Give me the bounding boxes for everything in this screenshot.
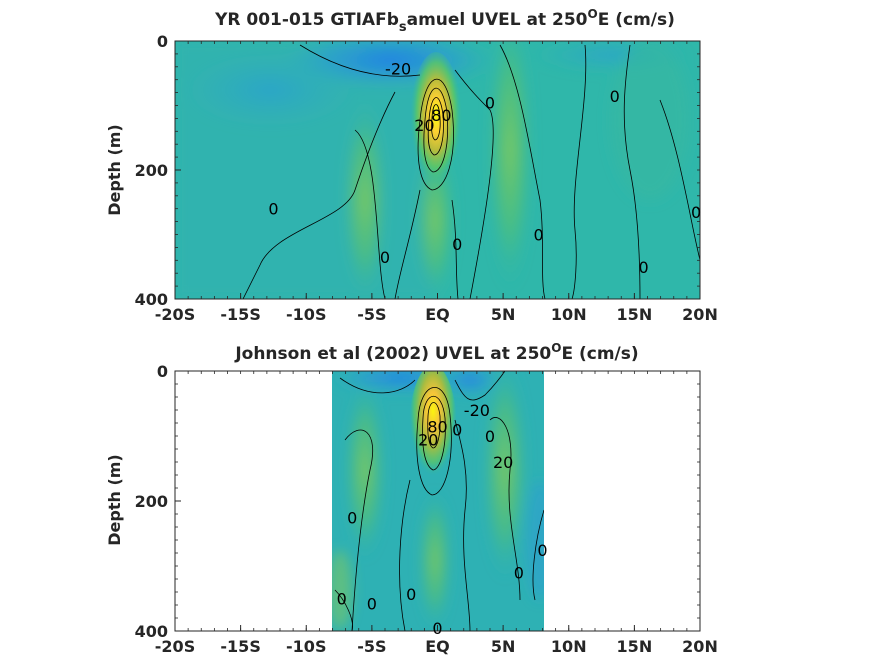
y-tick-label: 0 — [157, 362, 168, 381]
x-tick-label: 15N — [617, 637, 653, 656]
contour-label: 0 — [691, 203, 701, 222]
y-tick-label: 400 — [135, 622, 168, 641]
panel-bottom-title: Johnson et al (2002) UVEL at 250OE (cm/s… — [234, 341, 638, 364]
panel-bottom-ylabel: Depth (m) — [105, 454, 124, 546]
contour-label: 0 — [514, 564, 524, 583]
contour-label: 0 — [406, 585, 416, 604]
contour-label: 80 — [431, 106, 451, 125]
y-tick-label: 400 — [135, 290, 168, 309]
contour-label: 0 — [537, 541, 547, 560]
contour-label: -20 — [464, 401, 490, 420]
panel-top-heatmap — [175, 41, 700, 299]
contour-label: 0 — [485, 93, 495, 112]
x-tick-label: -15S — [220, 305, 260, 324]
y-tick-label: 0 — [157, 32, 168, 51]
x-tick-label: -20S — [155, 305, 195, 324]
x-tick-label: -5S — [357, 305, 386, 324]
contour-label: 0 — [638, 258, 648, 277]
contour-label: 0 — [367, 595, 377, 614]
contour-label: 0 — [380, 248, 390, 267]
contour-label: 80 — [427, 417, 447, 436]
x-tick-label: EQ — [425, 305, 450, 324]
x-tick-label: -5S — [357, 637, 386, 656]
contour-label: 0 — [533, 226, 543, 245]
x-tick-label: 20N — [682, 305, 718, 324]
x-tick-label: 5N — [491, 637, 516, 656]
contour-label: 20 — [414, 116, 434, 135]
contour-label: 20 — [493, 453, 513, 472]
contour-label: -20 — [385, 60, 411, 79]
panel-bottom: Johnson et al (2002) UVEL at 250OE (cm/s… — [105, 341, 718, 656]
x-tick-label: -10S — [286, 305, 326, 324]
y-tick-label: 200 — [135, 492, 168, 511]
x-tick-label: -10S — [286, 637, 326, 656]
panel-top-ylabel: Depth (m) — [105, 124, 124, 216]
x-tick-label: EQ — [425, 637, 450, 656]
panel-top-title: YR 001-015 GTIAFbsamuel UVEL at 250OE (c… — [214, 7, 675, 35]
contour-label: 0 — [610, 87, 620, 106]
x-tick-label: -15S — [220, 637, 260, 656]
x-tick-label: -20S — [155, 637, 195, 656]
x-tick-label: 15N — [617, 305, 653, 324]
contour-label: 0 — [337, 590, 347, 609]
panel-top: YR 001-015 GTIAFbsamuel UVEL at 250OE (c… — [105, 7, 718, 324]
panel-bottom-heatmap — [332, 371, 544, 631]
contour-label: 0 — [268, 200, 278, 219]
x-tick-label: 5N — [491, 305, 516, 324]
contour-label: 0 — [432, 619, 442, 638]
contour-label: 20 — [418, 430, 438, 449]
x-tick-label: 20N — [682, 637, 718, 656]
contour-label: 0 — [452, 235, 462, 254]
contour-label: 0 — [485, 427, 495, 446]
x-tick-label: 10N — [551, 305, 587, 324]
contour-label: 0 — [452, 421, 462, 440]
y-tick-label: 200 — [135, 161, 168, 180]
contour-label: 0 — [347, 508, 357, 527]
x-tick-label: 10N — [551, 637, 587, 656]
